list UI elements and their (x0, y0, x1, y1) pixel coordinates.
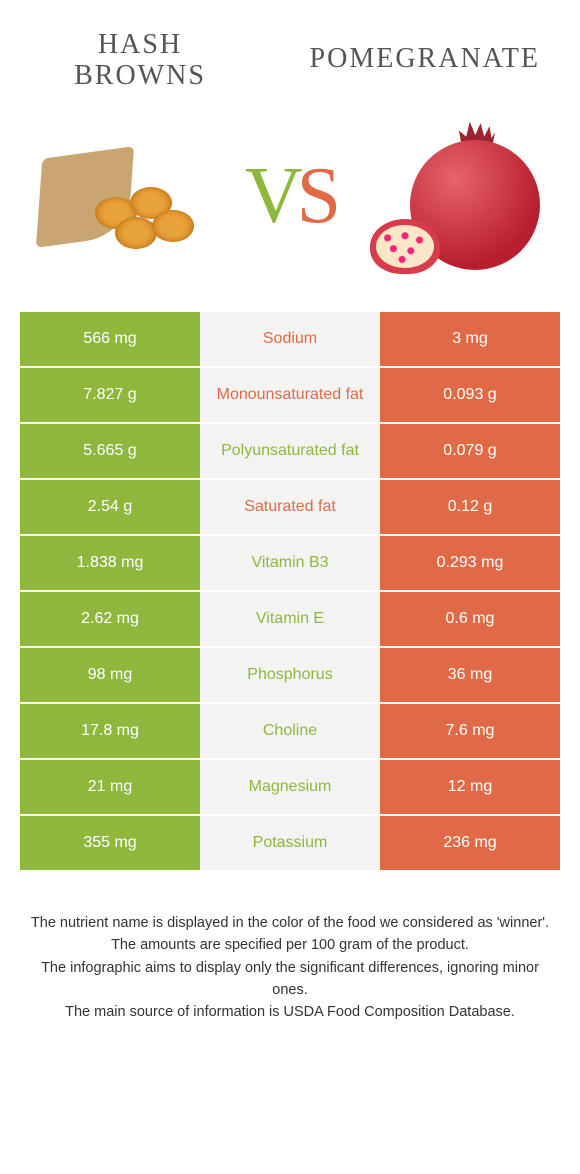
footer-line: The main source of information is USDA F… (30, 1001, 550, 1023)
table-row: 21 mgMagnesium12 mg (20, 760, 560, 816)
cell-nutrient-name: Sodium (200, 312, 380, 366)
footer-notes: The nutrient name is displayed in the co… (0, 872, 580, 1024)
hash-browns-image (30, 117, 210, 277)
cell-right-value: 36 mg (380, 648, 560, 702)
images-row: VS (0, 102, 580, 312)
cell-nutrient-name: Vitamin B3 (200, 536, 380, 590)
vs-s-letter: S (297, 151, 336, 242)
footer-line: The infographic aims to display only the… (30, 957, 550, 1002)
cell-nutrient-name: Polyunsaturated fat (200, 424, 380, 478)
cell-left-value: 355 mg (20, 816, 200, 870)
table-row: 1.838 mgVitamin B30.293 mg (20, 536, 560, 592)
cell-left-value: 1.838 mg (20, 536, 200, 590)
vs-v-letter: V (245, 151, 297, 242)
cell-right-value: 0.6 mg (380, 592, 560, 646)
cell-right-value: 3 mg (380, 312, 560, 366)
cell-nutrient-name: Magnesium (200, 760, 380, 814)
table-row: 98 mgPhosphorus36 mg (20, 648, 560, 704)
pomegranate-image (370, 117, 550, 277)
table-row: 355 mgPotassium236 mg (20, 816, 560, 872)
cell-left-value: 566 mg (20, 312, 200, 366)
cell-right-value: 0.12 g (380, 480, 560, 534)
cell-right-value: 0.093 g (380, 368, 560, 422)
cell-nutrient-name: Monounsaturated fat (200, 368, 380, 422)
table-row: 17.8 mgCholine7.6 mg (20, 704, 560, 760)
food-title-left: Hash browns (40, 30, 240, 92)
cell-left-value: 2.54 g (20, 480, 200, 534)
cell-nutrient-name: Potassium (200, 816, 380, 870)
cell-left-value: 21 mg (20, 760, 200, 814)
vs-label: VS (245, 151, 335, 242)
cell-left-value: 2.62 mg (20, 592, 200, 646)
header: Hash browns Pomegranate (0, 0, 580, 102)
food-title-right: Pomegranate (280, 30, 540, 92)
table-row: 2.62 mgVitamin E0.6 mg (20, 592, 560, 648)
cell-right-value: 7.6 mg (380, 704, 560, 758)
nutrient-table: 566 mgSodium3 mg7.827 gMonounsaturated f… (20, 312, 560, 872)
cell-right-value: 12 mg (380, 760, 560, 814)
cell-left-value: 98 mg (20, 648, 200, 702)
cell-left-value: 5.665 g (20, 424, 200, 478)
table-row: 2.54 gSaturated fat0.12 g (20, 480, 560, 536)
cell-left-value: 7.827 g (20, 368, 200, 422)
cell-left-value: 17.8 mg (20, 704, 200, 758)
cell-nutrient-name: Choline (200, 704, 380, 758)
cell-right-value: 0.079 g (380, 424, 560, 478)
cell-right-value: 0.293 mg (380, 536, 560, 590)
table-row: 566 mgSodium3 mg (20, 312, 560, 368)
table-row: 7.827 gMonounsaturated fat0.093 g (20, 368, 560, 424)
cell-nutrient-name: Phosphorus (200, 648, 380, 702)
cell-nutrient-name: Saturated fat (200, 480, 380, 534)
cell-nutrient-name: Vitamin E (200, 592, 380, 646)
footer-line: The amounts are specified per 100 gram o… (30, 934, 550, 956)
cell-right-value: 236 mg (380, 816, 560, 870)
table-row: 5.665 gPolyunsaturated fat0.079 g (20, 424, 560, 480)
footer-line: The nutrient name is displayed in the co… (30, 912, 550, 934)
